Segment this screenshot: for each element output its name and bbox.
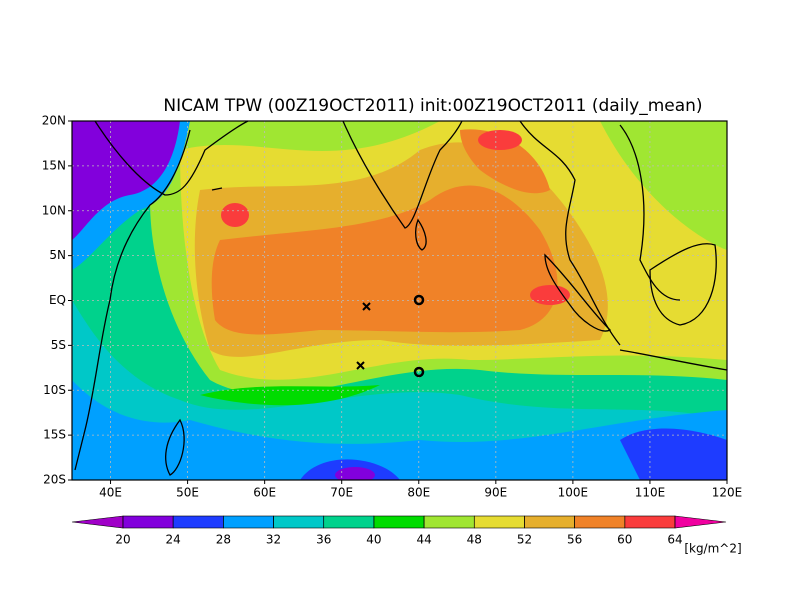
colorbar-segment [273,515,325,529]
colorbar-segment [423,515,475,529]
colorbar-tick-label: 52 [517,533,532,547]
coastlines [74,120,728,476]
lon-label: 40E [99,486,122,500]
colorbar-tick-label: 44 [416,533,431,547]
colorbar-tick-label: 40 [366,533,381,547]
lon-label: 50E [176,486,199,500]
lat-label: 20N [42,114,66,128]
graticule [72,121,727,480]
lat-label: 15N [42,158,66,172]
lon-label: 60E [253,486,276,500]
lat-label: 5S [51,338,66,352]
lon-label: 100E [558,486,589,500]
colorbar-segment [172,515,224,529]
colorbar-tick-label: 56 [567,533,582,547]
colorbar-tick-label: 20 [115,533,130,547]
colorbar: 20 24 28 32 36 40 44 48 52 56 60 64 [71,515,727,547]
colorbar-segment [574,515,626,529]
colorbar-segment [373,515,425,529]
colorbar-tick-label: 60 [617,533,632,547]
colorbar-tick-label: 24 [166,533,181,547]
colorbar-segment [71,515,124,529]
colorbar-tick-label: 32 [266,533,281,547]
colorbar-segment [674,515,727,529]
colorbar-segment [524,515,575,529]
tpw-field [72,121,727,480]
colorbar-segment [223,515,274,529]
markers [356,294,425,378]
lon-label: 110E [635,486,666,500]
colorbar-unit: [kg/m^2] [684,542,741,556]
lon-label: 120E [712,486,743,500]
colorbar-tick-label: 36 [316,533,331,547]
lon-label: 90E [484,486,507,500]
lat-label: EQ [49,293,66,307]
colorbar-segment [473,515,525,529]
lon-label: 70E [330,486,353,500]
lat-label: 5N [49,248,66,262]
colorbar-tick-label: 64 [667,533,682,547]
lat-label: 20S [43,473,66,487]
colorbar-tick-label: 48 [467,533,482,547]
lon-label: 80E [407,486,430,500]
title: NICAM TPW (00Z19OCT2011) init:00Z19OCT20… [163,96,702,116]
colorbar-segment [624,515,676,529]
lat-label: 10N [42,203,66,217]
colorbar-segment [323,515,375,529]
axis-labels: 20N 15N 10N 5N EQ 5S 10S 15S 20S 40E 50E 60E 70E 80E 9… [42,114,743,500]
colorbar-segment [122,515,174,529]
lat-label: 10S [43,383,66,397]
colorbar-tick-label: 28 [216,533,231,547]
lat-label: 15S [43,428,66,442]
